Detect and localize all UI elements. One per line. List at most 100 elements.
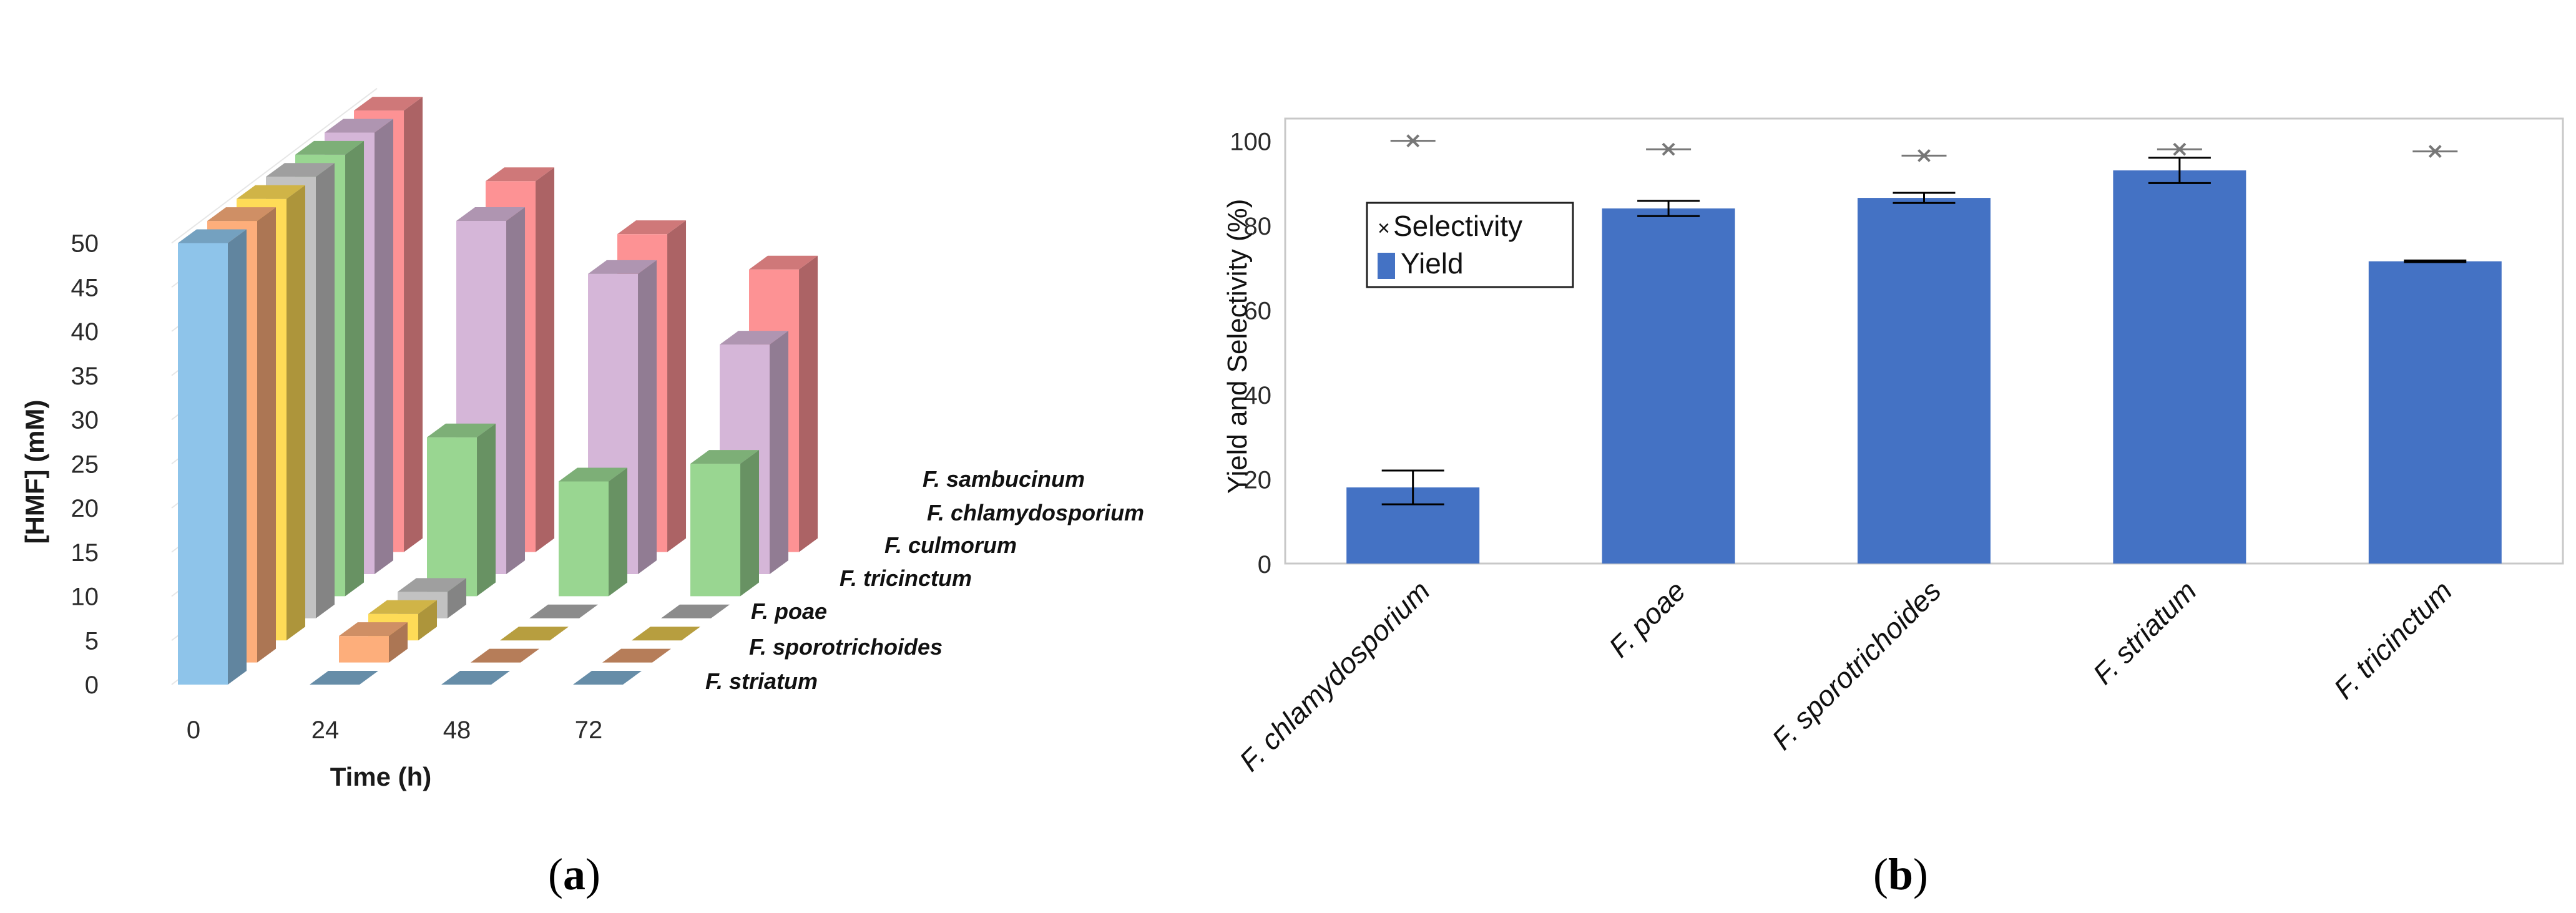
a-series-label-f-sporotrichoides: F. sporotrichoides (749, 634, 943, 660)
a-bar-top (427, 423, 496, 437)
panel-b-y-ticks: 0 20 40 60 80 100 (1230, 129, 1271, 579)
legend-selectivity-label: Selectivity (1393, 210, 1522, 242)
a-bar-side (375, 119, 394, 574)
a-y-tick-label: 30 (71, 407, 99, 434)
b-yield-bar-f-tricinctum (2368, 261, 2502, 564)
a-bar-top (456, 207, 526, 221)
panel-a-x-axis-title: Time (h) (330, 762, 432, 791)
b-x-tick-label: F. chlamydosporium (1233, 574, 1436, 777)
a-bar-front (427, 437, 477, 597)
a-bar-side (286, 185, 306, 641)
a-bar-side (506, 207, 526, 574)
a-bar-f-poae-72 (632, 627, 701, 641)
a-bar-top (559, 467, 628, 482)
panel-b-x-ticks: F. chlamydosporium F. poae F. sporotrichoi… (1233, 574, 2458, 777)
a-bar-side (477, 423, 496, 597)
b-x-tick-label: F. striatum (2087, 574, 2203, 690)
panel-a-series-labels: F. striatum F. sporotrichoides F. poae F. t… (705, 466, 1144, 694)
a-bar-top (588, 260, 657, 274)
b-y-tick-label: 0 (1258, 551, 1271, 579)
a-bar-side (448, 578, 467, 618)
a-gridline (171, 87, 378, 244)
a-series-label-f-culmorum: F. culmorum (884, 532, 1017, 558)
a-bar-side (228, 229, 247, 685)
b-x-tick-label: F. tricinctum (2328, 574, 2459, 705)
b-y-tick-label: 80 (1244, 213, 1272, 240)
b-selectivity-x (1662, 142, 1675, 156)
a-bar-side (609, 467, 628, 597)
legend-selectivity-marker: × (1378, 217, 1390, 240)
panel-a-x-ticks: 0 24 48 72 (187, 716, 602, 744)
a-bar-top (441, 671, 510, 685)
a-bar-f-striatum-0 (178, 229, 247, 685)
a-bar-side (667, 220, 687, 552)
b-y-tick-label: 20 (1244, 467, 1272, 494)
b-error-bar-f-chlamydosporium (1381, 469, 1444, 505)
a-y-tick-label: 20 (71, 495, 99, 522)
a-bar-side (638, 260, 657, 574)
a-series-label-f-chlamydosporium: F. chlamydosporium (927, 500, 1144, 525)
b-selectivity-x (2428, 145, 2442, 158)
a-bar-side (740, 450, 760, 597)
a-bar-side (389, 622, 408, 663)
a-bar-top (500, 627, 569, 641)
panel-a-label: (a) (548, 849, 600, 899)
a-bar-top (602, 648, 672, 663)
legend-yield-swatch (1378, 253, 1395, 279)
a-bar-front (339, 636, 389, 663)
a-bar-side (257, 207, 277, 663)
a-bar-side (770, 331, 789, 574)
b-selectivity-x (1917, 149, 1931, 162)
a-bar-top (339, 622, 408, 637)
a-x-tick-label: 72 (575, 716, 603, 744)
b-y-tick-label: 100 (1230, 129, 1271, 156)
b-selectivity-marker-f-poae (1646, 142, 1692, 156)
a-x-tick-label: 48 (443, 716, 471, 744)
a-bar-top (661, 604, 730, 618)
a-bar-top (325, 119, 394, 133)
a-bar-top (310, 671, 378, 685)
b-yield-bar-f-striatum (2113, 170, 2246, 564)
b-yield-bar-f-poae (1602, 208, 1735, 564)
a-bar-side (418, 600, 438, 641)
a-bar-top (398, 578, 467, 592)
b-selectivity-marker-f-chlamydosporium (1390, 134, 1436, 148)
panel-b-label: (b) (1873, 849, 1928, 899)
a-bar-top (617, 220, 687, 235)
b-selectivity-marker-f-striatum (2157, 142, 2202, 156)
a-series-label-f-poae: F. poae (751, 598, 827, 624)
panel-b-label-letter: b (1888, 849, 1913, 899)
panel-b-legend: × Selectivity Yield (1366, 202, 1574, 288)
a-bar-top (207, 207, 277, 222)
a-bar-side (404, 97, 423, 552)
a-bar-f-tricinctum-48 (529, 604, 599, 618)
a-series-label-f-tricinctum: F. tricinctum (840, 565, 972, 591)
a-bar-front (559, 481, 609, 597)
a-bar-top (266, 163, 335, 177)
a-y-tick-label: 0 (85, 671, 99, 699)
a-bar-top (486, 167, 555, 182)
a-bar-f-striatum-72 (573, 671, 642, 685)
a-bar-f-culmorum-72 (690, 450, 760, 597)
b-error-bar-f-sporotrichoides (1893, 192, 1956, 204)
a-y-tick-label: 15 (71, 539, 99, 567)
a-bar-f-sporotrichoides-48 (471, 648, 540, 663)
a-bar-f-striatum-24 (310, 671, 378, 685)
a-y-tick-label: 45 (71, 274, 99, 301)
a-bar-top (720, 331, 789, 345)
a-series-label-f-striatum: F. striatum (705, 668, 818, 694)
panel-a-bars (178, 97, 818, 685)
b-error-bar-f-tricinctum (2404, 259, 2467, 263)
a-bar-top (237, 185, 306, 199)
b-x-tick-label: F. sporotrichoides (1765, 574, 1947, 756)
a-bar-f-culmorum-48 (559, 467, 628, 597)
a-bar-f-sporotrichoides-72 (602, 648, 672, 663)
a-bar-front (690, 464, 741, 597)
a-bar-top (749, 255, 818, 270)
a-bar-top (632, 627, 701, 641)
b-selectivity-x (1406, 134, 1420, 148)
a-bar-top (690, 450, 760, 464)
panel-a-chart: 0 5 10 15 20 25 30 35 40 45 50 0 24 48 72 F. striatum… (20, 87, 1144, 899)
a-bar-side (536, 167, 555, 552)
